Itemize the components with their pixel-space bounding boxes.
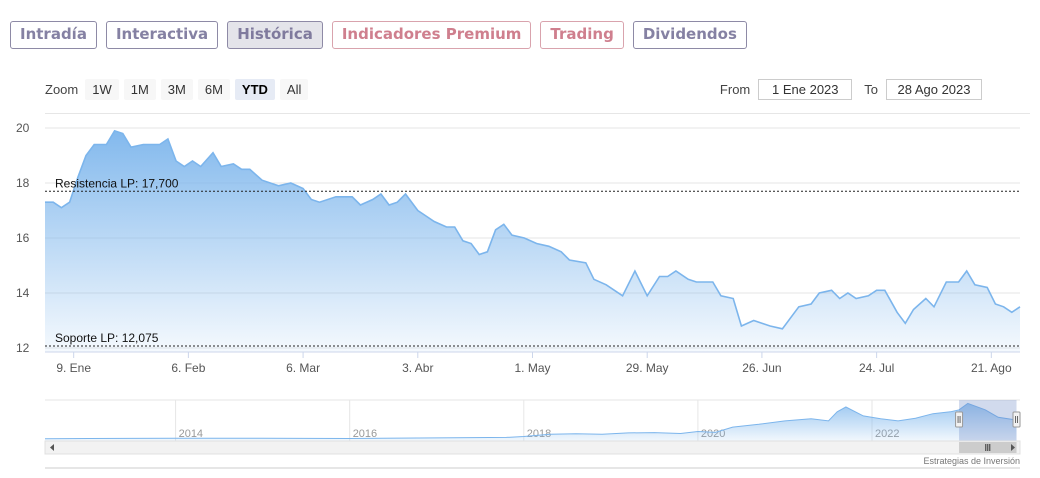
- navigator-area: [45, 403, 1017, 441]
- tab-historica[interactable]: Histórica: [227, 21, 323, 49]
- support-label: Soporte LP: 12,075: [55, 331, 159, 345]
- tab-dividendos[interactable]: Dividendos: [632, 21, 747, 49]
- tab-interactiva[interactable]: Interactiva: [105, 21, 219, 49]
- x-tick-label: 6. Mar: [286, 361, 320, 375]
- from-date-input[interactable]: 1 Ene 2023: [758, 79, 853, 100]
- navigator-year-label: 2018: [527, 428, 551, 440]
- y-tick-label: 18: [16, 176, 30, 190]
- navigator-selection[interactable]: [959, 400, 1017, 441]
- tab-bar: Intradía Interactiva Histórica Indicador…: [10, 21, 747, 49]
- y-tick-label: 14: [16, 286, 30, 300]
- x-tick-label: 9. Ene: [56, 361, 91, 375]
- navigator-year-label: 2016: [353, 428, 377, 440]
- tab-indicadores-premium[interactable]: Indicadores Premium: [331, 21, 532, 49]
- chart-credit[interactable]: Estrategias de Inversión: [923, 456, 1020, 466]
- tab-intradia[interactable]: Intradía: [10, 21, 97, 49]
- navigator-year-label: 2022: [875, 428, 899, 440]
- price-line: [45, 129, 1021, 330]
- to-date-input[interactable]: 28 Ago 2023: [886, 79, 982, 100]
- navigator-year-label: 2020: [701, 428, 725, 440]
- navigator-line: [44, 402, 1017, 440]
- date-range: From 1 Ene 2023 To 28 Ago 2023: [720, 79, 982, 100]
- zoom-6m-button[interactable]: 6M: [197, 79, 230, 100]
- zoom-label: Zoom: [45, 82, 79, 97]
- resistance-label: Resistencia LP: 17,700: [55, 176, 179, 190]
- x-tick-label: 21. Ago: [971, 361, 1012, 375]
- scroll-right-arrow-icon[interactable]: [1011, 444, 1015, 451]
- zoom-controls: Zoom 1W 1M 3M 6M YTD All: [45, 79, 309, 100]
- zoom-ytd-button[interactable]: YTD: [234, 79, 275, 100]
- zoom-1w-button[interactable]: 1W: [85, 79, 119, 100]
- x-tick-label: 1. May: [514, 361, 550, 375]
- scrollbar-thumb[interactable]: [959, 442, 1017, 453]
- x-tick-label: 26. Jun: [742, 361, 781, 375]
- y-tick-label: 12: [16, 341, 30, 355]
- x-tick-label: 6. Feb: [171, 361, 205, 375]
- price-area: [45, 130, 1020, 352]
- navigator-scrollbar[interactable]: [44, 440, 1021, 455]
- zoom-1m-button[interactable]: 1M: [123, 79, 156, 100]
- y-tick-label: 20: [16, 121, 30, 135]
- to-label: To: [864, 82, 878, 97]
- y-tick-label: 16: [16, 231, 30, 245]
- x-tick-label: 3. Abr: [402, 361, 433, 375]
- divider: [45, 113, 1030, 114]
- x-tick-label: 24. Jul: [859, 361, 894, 375]
- navigator-right-handle[interactable]: [1012, 411, 1021, 428]
- tab-trading[interactable]: Trading: [540, 21, 624, 49]
- x-tick-label: 29. May: [626, 361, 669, 375]
- zoom-3m-button[interactable]: 3M: [160, 79, 193, 100]
- scroll-left-arrow-icon[interactable]: [50, 444, 54, 451]
- navigator-year-label: 2014: [179, 428, 203, 440]
- navigator-left-handle[interactable]: [955, 411, 964, 428]
- from-label: From: [719, 82, 751, 97]
- zoom-all-button[interactable]: All: [279, 79, 309, 100]
